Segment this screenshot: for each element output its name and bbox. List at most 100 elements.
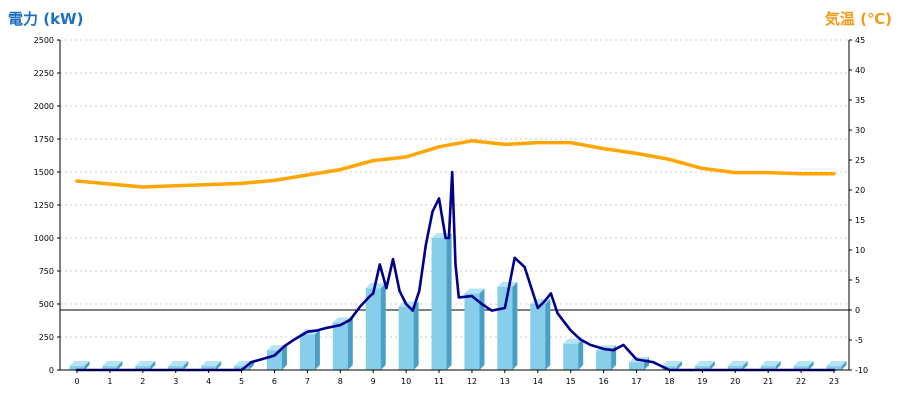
x-tick-label: 7	[305, 377, 310, 386]
left-tick-label: 1000	[34, 234, 54, 243]
x-tick-label: 10	[401, 377, 411, 386]
power-bar-side	[314, 329, 320, 370]
power-bar-top	[201, 361, 222, 367]
power-bar-front	[135, 366, 151, 370]
right-tick-label: 25	[855, 156, 865, 165]
data-lines	[75, 139, 836, 372]
power-bar-side	[512, 281, 518, 370]
power-bar-side	[578, 338, 584, 370]
power-bar-top	[168, 361, 189, 367]
left-axis-title: 電力 (kW)	[8, 10, 83, 28]
right-tick-label: 45	[855, 36, 865, 45]
power-bar-side	[611, 345, 617, 370]
left-tick-label: 1750	[34, 135, 54, 144]
power-bar-side	[709, 361, 715, 370]
x-tick-label: 20	[730, 377, 740, 386]
power-bar-top	[497, 281, 518, 287]
power-bar-side	[775, 361, 781, 370]
x-tick-label: 9	[371, 377, 376, 386]
power-bar	[694, 361, 715, 370]
right-tick-label: -10	[855, 366, 868, 375]
right-tick-label: 10	[855, 246, 865, 255]
right-tick-label: 40	[855, 66, 865, 75]
x-tick-label: 0	[74, 377, 79, 386]
power-bar-side	[347, 317, 353, 370]
power-bar-side	[446, 233, 452, 370]
power-bar	[661, 361, 682, 370]
power-bar-front	[760, 366, 776, 370]
power-bar	[201, 361, 222, 370]
x-tick-label: 5	[239, 377, 244, 386]
x-tick-label: 13	[500, 377, 510, 386]
power-bar-side	[150, 361, 156, 370]
x-tick-label: 3	[173, 377, 178, 386]
x-tick-label: 16	[599, 377, 609, 386]
tick-labels: 02505007501000125015001750200022502500-1…	[34, 36, 868, 386]
power-bar-front	[596, 350, 612, 370]
power-bar	[530, 299, 551, 370]
power-bar-front	[299, 334, 315, 370]
x-tick-label: 18	[664, 377, 674, 386]
x-tick-label: 19	[697, 377, 707, 386]
power-bar-front	[793, 366, 809, 370]
power-bar	[168, 361, 189, 370]
x-tick-label: 22	[796, 377, 806, 386]
power-bar-top	[727, 361, 748, 367]
power-bar-top	[135, 361, 156, 367]
x-tick-label: 12	[467, 377, 477, 386]
power-bar-side	[84, 361, 90, 370]
right-tick-label: 5	[855, 276, 860, 285]
power-bar-top	[661, 361, 682, 367]
power-line	[75, 170, 836, 372]
power-bar	[826, 361, 847, 370]
power-bar	[464, 288, 485, 370]
power-bar-front	[266, 350, 282, 370]
x-tick-label: 11	[434, 377, 444, 386]
power-bar-side	[249, 361, 255, 370]
power-bar-front	[530, 304, 546, 370]
power-bars	[69, 233, 847, 370]
left-tick-label: 2500	[34, 36, 54, 45]
left-tick-label: 1250	[34, 201, 54, 210]
power-bar-front	[168, 366, 184, 370]
power-bar-front	[497, 286, 513, 370]
power-bar	[727, 361, 748, 370]
x-tick-label: 14	[533, 377, 543, 386]
power-bar-side	[676, 361, 682, 370]
power-bar-front	[201, 366, 217, 370]
power-bar	[563, 338, 584, 370]
power-bar-front	[464, 293, 480, 370]
left-tick-label: 2000	[34, 102, 54, 111]
power-bar-top	[563, 338, 584, 344]
grid-lines	[60, 39, 849, 338]
power-bar-front	[365, 288, 381, 370]
power-bar-front	[234, 366, 250, 370]
right-tick-label: 0	[855, 306, 860, 315]
power-bar-front	[332, 322, 348, 370]
left-tick-label: 250	[39, 333, 54, 342]
power-bar-top	[464, 288, 485, 294]
right-tick-label: 15	[855, 216, 865, 225]
power-bar	[332, 317, 353, 370]
power-bar-front	[398, 306, 414, 370]
power-bar	[69, 361, 90, 370]
power-bar	[135, 361, 156, 370]
power-bar-front	[694, 366, 710, 370]
power-bar	[299, 329, 320, 370]
power-bar-side	[479, 288, 485, 370]
power-bar-front	[826, 366, 842, 370]
power-bar-front	[629, 362, 645, 370]
x-tick-label: 4	[206, 377, 211, 386]
left-tick-label: 1500	[34, 168, 54, 177]
power-bar-front	[727, 366, 743, 370]
power-bar-front	[661, 366, 677, 370]
power-bar	[760, 361, 781, 370]
power-bar-top	[102, 361, 123, 367]
axes	[57, 39, 852, 373]
x-tick-label: 2	[140, 377, 145, 386]
power-bar	[102, 361, 123, 370]
power-bar-side	[380, 283, 386, 370]
power-bar-top	[826, 361, 847, 367]
power-bar-side	[183, 361, 189, 370]
